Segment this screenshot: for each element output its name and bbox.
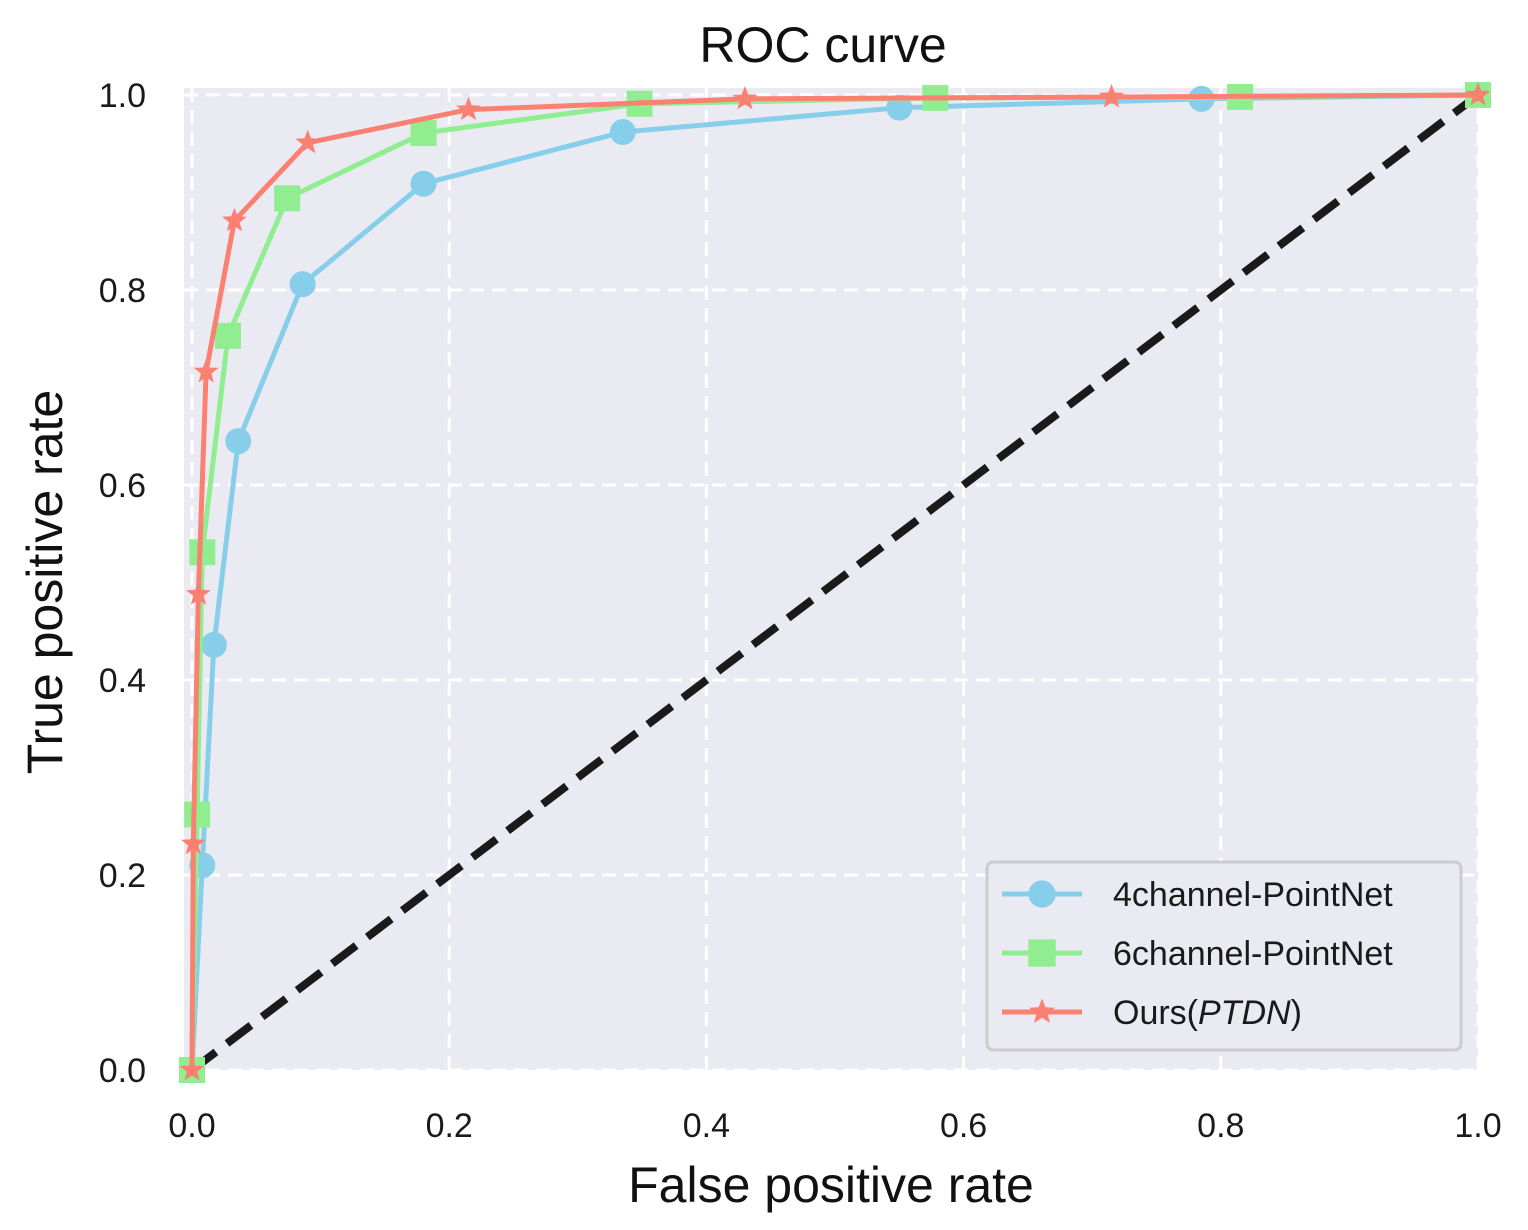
y-tick-label-0: 0.0: [99, 1052, 146, 1090]
data-point-2-8: [1099, 84, 1124, 108]
legend-label-italic-2: PTDN: [1198, 994, 1291, 1032]
legend-box: [985, 860, 1463, 1052]
y-tick-label-5: 1.0: [99, 77, 146, 115]
data-point-0-5: [410, 170, 437, 197]
x-tick-label-0: 0.0: [168, 1107, 215, 1145]
legend: 4channel-PointNet 6channel-PointNet Ours(P…: [985, 860, 1463, 1052]
x-tick-label-1: 0.2: [426, 1107, 473, 1145]
legend-entries: 4channel-PointNet 6channel-PointNet Ours(P…: [1002, 876, 1393, 1032]
legend-label-2: Ours(PTDN): [1113, 994, 1302, 1032]
y-tick-label-3: 0.6: [99, 467, 146, 505]
legend-label-text-1: 6channel-PointNet: [1113, 935, 1393, 973]
series-line-0: [189, 92, 1479, 1071]
y-tick-label-1: 0.2: [99, 857, 146, 895]
data-point-1-5: [410, 120, 437, 147]
legend-label-text-0: 4channel-PointNet: [1113, 876, 1393, 914]
series-layer: [179, 82, 1491, 1083]
series-2: [179, 82, 1491, 1081]
data-point-1-3: [215, 322, 242, 349]
x-tick-label-3: 0.6: [940, 1107, 987, 1145]
data-point-0-4: [289, 271, 316, 298]
y-axis-title: True positive rate: [17, 390, 73, 774]
y-tick-label-4: 0.8: [99, 272, 146, 310]
data-point-2-2: [186, 581, 211, 605]
data-point-0-2: [200, 631, 227, 658]
diagonal-layer: [189, 91, 1481, 1074]
x-tick-labels: 0.0 0.2 0.4 0.6 0.8 1.0: [168, 1107, 1501, 1145]
x-tick-label-2: 0.4: [683, 1107, 730, 1145]
series-line-2: [189, 92, 1479, 1071]
data-point-1-4: [274, 185, 301, 212]
legend-marker-2: [1029, 998, 1055, 1023]
data-point-2-6: [456, 96, 481, 121]
data-point-2-7: [732, 85, 758, 110]
data-point-2-3: [193, 358, 219, 383]
legend-label-suffix-2: ): [1291, 994, 1302, 1032]
data-point-0-3: [225, 428, 252, 455]
legend-label-text-2: Ours(: [1113, 994, 1199, 1032]
data-point-1-1: [184, 801, 211, 828]
y-tick-label-2: 0.4: [99, 662, 146, 700]
chart-title: ROC curve: [699, 17, 946, 73]
data-point-2-4: [222, 207, 247, 232]
legend-marker-1: [1028, 939, 1056, 967]
x-tick-label-5: 1.0: [1454, 1107, 1501, 1145]
data-point-0-6: [609, 119, 636, 146]
y-tick-labels: 0.0 0.2 0.4 0.6 0.8 1.0: [99, 77, 146, 1090]
legend-label-1: 6channel-PointNet: [1113, 935, 1393, 973]
data-point-2-1: [180, 830, 206, 855]
legend-label-0: 4channel-PointNet: [1113, 876, 1393, 914]
legend-marker-0: [1028, 880, 1056, 908]
diagonal-reference-line: [189, 91, 1481, 1074]
x-axis-title: False positive rate: [628, 1157, 1034, 1213]
data-point-2-5: [295, 129, 321, 154]
data-point-2-9: [1465, 82, 1491, 106]
data-point-2-0: [179, 1057, 205, 1081]
x-tick-label-4: 0.8: [1197, 1107, 1244, 1145]
